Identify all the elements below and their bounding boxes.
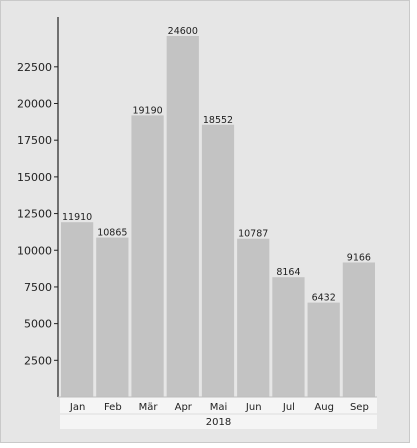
bar-apr: [166, 36, 199, 397]
bar-aug: [307, 302, 340, 397]
y-tick-label: 17500: [17, 134, 52, 147]
x-tick-label: Apr: [175, 402, 193, 413]
bar-value-label: 24600: [168, 26, 198, 37]
bar-jun: [237, 238, 270, 397]
y-tick-label: 5000: [24, 318, 52, 331]
y-tick-label: 22500: [17, 61, 52, 74]
bar-sep: [342, 262, 375, 397]
y-tick-label: 15000: [17, 171, 52, 184]
bar-value-label: 10787: [238, 229, 268, 240]
x-tick-label: Jan: [69, 402, 85, 413]
bars: 11910 10865 19190 24600 18552 10787 8164 6432 91…: [61, 26, 375, 397]
bar-value-label: 11910: [62, 212, 92, 223]
bar-value-label: 6432: [312, 293, 336, 304]
bar-jul: [272, 277, 305, 397]
x-tick-label: Jun: [245, 402, 262, 413]
category-strip: [60, 397, 377, 429]
y-tick-label: 20000: [17, 98, 52, 111]
x-tick-label: Aug: [314, 402, 334, 413]
bar-value-label: 10865: [97, 228, 127, 239]
bar-value-label: 19190: [132, 105, 162, 116]
year-label: 2018: [206, 417, 231, 428]
x-tick-label: Mär: [139, 402, 159, 413]
bar-chart: 2500 5000 7500 10000 12500 15000 17500 20000 225…: [17, 17, 377, 429]
x-tick-label: Jul: [282, 402, 295, 413]
bar-feb: [96, 237, 129, 397]
bar-value-label: 18552: [203, 115, 233, 126]
bar-mai: [201, 124, 235, 397]
bar-jan: [61, 222, 94, 397]
x-axis: 2018 Jan Feb Mär Apr Mai Jun Jul Aug Sep: [58, 396, 377, 429]
x-tick-label: Sep: [350, 402, 369, 413]
bar-value-label: 9166: [347, 252, 371, 263]
y-tick-label: 2500: [24, 354, 52, 367]
x-tick-label: Feb: [104, 402, 122, 413]
y-axis: 2500 5000 7500 10000 12500 15000 17500 20000 225…: [17, 17, 59, 397]
x-tick-label: Mai: [210, 402, 228, 413]
y-tick-label: 10000: [17, 244, 52, 257]
bar-mär: [131, 115, 164, 397]
chart-panel: 2500 5000 7500 10000 12500 15000 17500 20000 225…: [0, 0, 410, 443]
y-tick-label: 7500: [24, 281, 52, 294]
y-tick-label: 12500: [17, 208, 52, 221]
bar-value-label: 8164: [276, 267, 300, 278]
